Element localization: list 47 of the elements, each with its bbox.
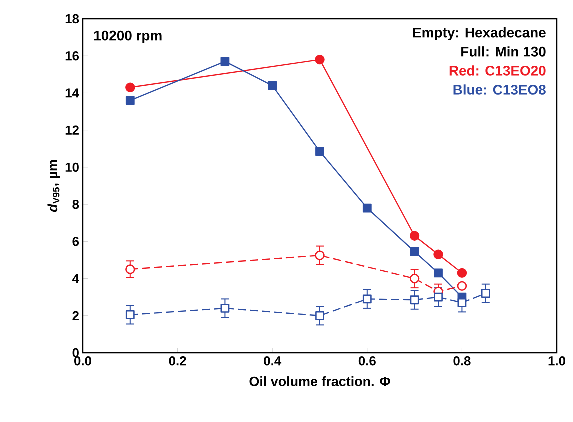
x-tick-label: 0.6	[358, 356, 376, 366]
point	[126, 96, 135, 106]
point	[220, 304, 230, 313]
y-tick-label: 6	[72, 237, 80, 246]
annotation: 10200 rpm	[94, 30, 162, 44]
y-tick-label: 4	[72, 274, 80, 284]
point	[410, 274, 420, 284]
annotation: Blue: C13EO8	[454, 84, 546, 95]
point	[268, 81, 278, 90]
y-tick-label: 12	[66, 126, 79, 135]
point	[362, 294, 372, 304]
point	[457, 281, 468, 292]
point	[316, 311, 324, 320]
point	[410, 296, 420, 305]
x-tick-label: 0.0	[74, 356, 92, 366]
point	[315, 54, 325, 65]
point	[457, 268, 468, 278]
point	[410, 247, 420, 256]
x-axis-title: Oil volume fraction. Φ	[250, 376, 390, 386]
point	[481, 289, 490, 298]
y-tick-label: 18	[66, 14, 80, 24]
annotation: Red: C13EO20	[450, 66, 546, 76]
annotation: Empty: Hexadecane	[413, 28, 546, 41]
point	[220, 57, 230, 66]
x-tick-label: 0.8	[454, 356, 471, 366]
annotation: Full: Min 130	[462, 46, 546, 57]
point	[434, 268, 443, 278]
x-tick-label: 0.4	[264, 356, 282, 366]
y-axis-title: d$_{V95}$, µm	[48, 160, 60, 212]
point	[458, 298, 467, 308]
x-tick-label: 0.2	[169, 356, 186, 366]
point	[315, 250, 325, 260]
point	[362, 204, 372, 213]
point	[410, 231, 420, 241]
y-tick-label: 16	[66, 52, 80, 61]
point	[126, 264, 136, 274]
point	[126, 82, 136, 93]
y-tick-label: 0	[72, 348, 79, 358]
point	[434, 250, 444, 260]
x-tick-label: 1.0	[548, 356, 566, 366]
y-tick-label: 2	[72, 311, 79, 320]
y-tick-label: 10	[66, 162, 79, 172]
y-tick-label: 8	[72, 200, 80, 210]
point	[126, 310, 135, 320]
point	[434, 292, 443, 302]
y-tick-label: 14	[66, 88, 80, 98]
point	[316, 147, 324, 156]
